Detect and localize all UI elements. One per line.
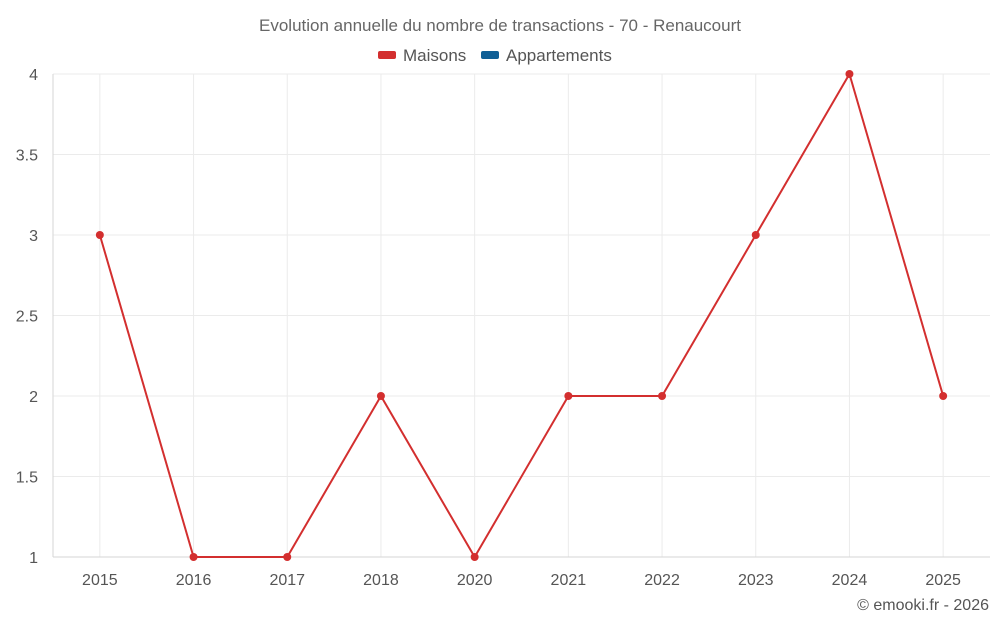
- legend: Maisons Appartements: [378, 46, 612, 65]
- x-tick-label: 2021: [551, 572, 587, 589]
- y-tick-label: 4: [29, 67, 38, 84]
- y-tick-label: 2: [29, 389, 38, 406]
- data-point[interactable]: [283, 553, 292, 561]
- y-tick-label: 2.5: [16, 309, 38, 326]
- x-tick-label: 2018: [363, 572, 399, 589]
- y-tick-label: 1.5: [16, 470, 38, 487]
- x-tick-label: 2015: [82, 572, 118, 589]
- data-point[interactable]: [189, 553, 198, 561]
- legend-label-appartements[interactable]: Appartements: [506, 46, 612, 65]
- y-axis-ticks: 1 1.5 2 2.5 3 3.5 4: [16, 67, 38, 567]
- x-tick-label: 2025: [925, 572, 961, 589]
- y-tick-label: 3: [29, 228, 38, 245]
- legend-swatch-maisons[interactable]: [378, 51, 396, 59]
- data-point[interactable]: [376, 392, 385, 400]
- y-tick-label: 3.5: [16, 148, 38, 165]
- data-point[interactable]: [658, 392, 667, 400]
- x-tick-label: 2020: [457, 572, 493, 589]
- x-tick-label: 2017: [269, 572, 305, 589]
- x-tick-label: 2016: [176, 572, 212, 589]
- legend-swatch-appartements[interactable]: [481, 51, 499, 59]
- data-point[interactable]: [751, 231, 760, 239]
- x-tick-label: 2024: [832, 572, 868, 589]
- series-group: [95, 70, 948, 561]
- data-point[interactable]: [564, 392, 573, 400]
- y-tick-label: 1: [29, 550, 38, 567]
- gridlines: [53, 73, 990, 557]
- x-axis-ticks: 2015 2016 2017 2018 2020 2021 2022 2023 2024 2025: [82, 572, 961, 589]
- x-tick-label: 2022: [644, 572, 680, 589]
- data-point[interactable]: [470, 553, 479, 561]
- chart-title: Evolution annuelle du nombre de transact…: [259, 16, 741, 35]
- x-tick-label: 2023: [738, 572, 774, 589]
- data-point[interactable]: [95, 231, 104, 239]
- credit-text: © emooki.fr - 2026: [857, 597, 989, 614]
- data-point[interactable]: [939, 392, 948, 400]
- legend-label-maisons[interactable]: Maisons: [403, 46, 466, 65]
- data-point[interactable]: [845, 70, 854, 78]
- series-line-maisons: [98, 73, 945, 558]
